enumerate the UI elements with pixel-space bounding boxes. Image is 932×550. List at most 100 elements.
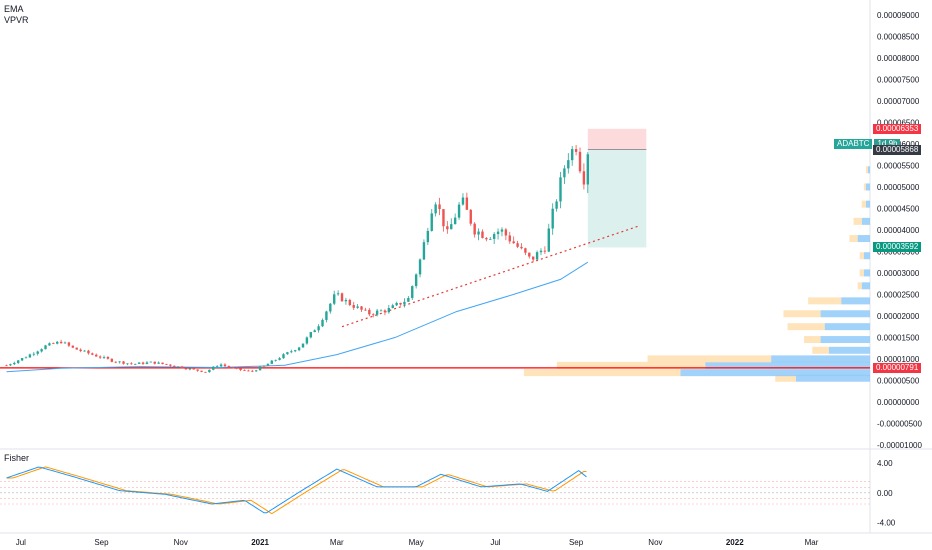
candle-body [20, 358, 24, 361]
candle-body [126, 363, 129, 365]
volume-profile-up-bar [841, 297, 870, 305]
candle-body [567, 160, 570, 169]
symbol-badge[interactable]: ADABTC 1d 9h [834, 139, 901, 149]
time-tick-label: Nov [174, 538, 188, 547]
candle-body [153, 361, 156, 364]
fisher-pane-label[interactable]: Fisher [4, 453, 30, 463]
price-tick-label: 0.00003000 [877, 269, 920, 278]
candle-body [379, 310, 383, 312]
candle-body [227, 366, 231, 368]
candle-body [578, 151, 582, 172]
candle-body [313, 330, 316, 333]
fisher-trigger-line [6, 466, 587, 515]
candle-body [294, 350, 297, 352]
candle-body [87, 350, 90, 354]
volume-profile-up-bar [861, 217, 870, 225]
volume-profile-up-bar [861, 282, 870, 290]
candle-body [71, 345, 75, 348]
volume-profile-down-bar [556, 361, 706, 369]
candle-body [258, 366, 262, 371]
candle-body [333, 294, 336, 304]
candle-body [438, 204, 441, 210]
candle-body [165, 363, 168, 365]
candle-body [508, 235, 511, 242]
candle-body [524, 248, 527, 253]
candle-body [130, 363, 133, 365]
price-tick-label: 0.00008500 [877, 33, 920, 42]
candle-body [176, 366, 180, 368]
price-tick-label: 0.00004500 [877, 204, 920, 213]
risk-zone [587, 128, 647, 150]
volume-profile-down-bar [857, 282, 862, 290]
time-tick-label: Mar [330, 538, 344, 547]
candle-body [145, 362, 149, 364]
candle-body [56, 341, 59, 344]
volume-profile-down-bar [859, 269, 864, 277]
interval-label: 1d 9h [874, 139, 901, 149]
candle-body [535, 252, 539, 260]
time-tick-label: 2021 [251, 538, 269, 547]
candle-body [290, 351, 293, 353]
candle-body [235, 368, 238, 369]
candle-body [95, 354, 98, 357]
fisher-tick-label: 4.00 [877, 459, 893, 468]
time-tick-label: Jul [490, 538, 500, 547]
candle-body [403, 301, 406, 305]
candle-body [582, 171, 586, 185]
volume-profile-down-bar [859, 252, 864, 260]
volume-profile-down-bar [861, 200, 866, 208]
candle-body [79, 349, 82, 351]
volume-profile-down-bar [812, 346, 829, 354]
volume-profile-up-bar [863, 269, 870, 277]
volume-profile-up-bar [828, 346, 870, 354]
ema-indicator-label[interactable]: EMA [4, 4, 24, 14]
candle-body [399, 302, 402, 305]
candle-body [17, 360, 20, 363]
candle-body [512, 241, 515, 244]
volume-profile-down-bar [804, 336, 821, 344]
volume-profile-down-bar [783, 310, 821, 318]
candle-body [9, 364, 12, 366]
candle-body [208, 369, 211, 373]
candle-body [114, 361, 117, 363]
volume-profile-up-bar [865, 183, 870, 191]
candle-body [356, 306, 359, 308]
candle-body [137, 362, 141, 364]
candle-body [219, 364, 223, 367]
candle-body [274, 359, 277, 361]
candle-body [161, 362, 164, 364]
candle-body [270, 360, 273, 364]
candle-body [426, 230, 430, 243]
vpvr-indicator-label[interactable]: VPVR [4, 15, 29, 25]
candle-body [340, 293, 344, 302]
candle-body [559, 177, 562, 202]
fisher-tick-label: 0.00 [877, 489, 893, 498]
candle-body [91, 353, 94, 355]
candle-body [118, 361, 121, 363]
price-tag: 0.00005868 [873, 144, 922, 155]
candle-body [305, 337, 309, 344]
candle-body [391, 305, 394, 309]
fisher-tick-label: -4.00 [877, 519, 896, 528]
candle-body [192, 368, 195, 370]
price-tick-label: 0.00002500 [877, 290, 920, 299]
candle-body [13, 362, 16, 365]
candle-body [301, 343, 305, 348]
candle-body [489, 238, 492, 240]
candle-body [184, 368, 188, 370]
volume-profile-down-bar [863, 183, 866, 191]
candle-body [48, 343, 51, 346]
candle-body [204, 371, 207, 373]
candle-body [297, 347, 301, 351]
candle-body [477, 231, 480, 235]
volume-profile-up-bar [857, 235, 870, 243]
time-tick-label: Nov [648, 538, 662, 547]
price-tick-label: 0.00001500 [877, 333, 920, 342]
candle-body [422, 242, 426, 260]
candle-body [372, 314, 375, 316]
volume-profile-up-bar [795, 374, 870, 382]
price-tag: 0.00003592 [873, 242, 922, 253]
candle-body [251, 370, 254, 372]
candle-body [67, 342, 71, 346]
candles-group [5, 144, 590, 373]
